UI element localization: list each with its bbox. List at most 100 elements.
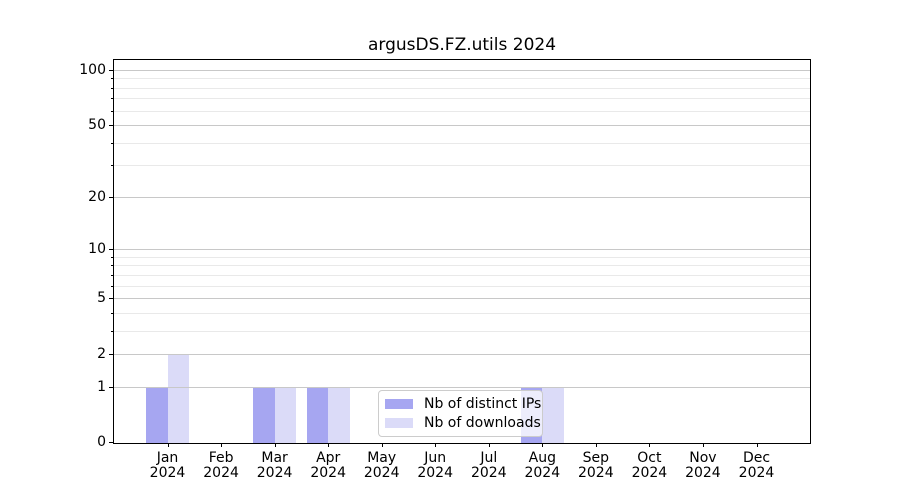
bar-downloads-apr bbox=[328, 386, 350, 443]
x-tick-month: Jul bbox=[480, 450, 498, 466]
x-tick-month: Jan bbox=[156, 450, 179, 466]
x-tick-year: 2024 bbox=[363, 465, 400, 481]
x-tick-nov bbox=[702, 443, 704, 447]
x-tick-mar bbox=[274, 443, 276, 447]
gridline-minor-8 bbox=[114, 265, 810, 267]
bar-distinct-ips-apr bbox=[306, 386, 329, 443]
bar-distinct-ips-jan bbox=[146, 386, 168, 443]
y-minor-tick-4 bbox=[111, 312, 113, 314]
x-tick-oct bbox=[649, 443, 651, 447]
y-tick-label-2: 2 bbox=[97, 346, 106, 363]
plot-area: 0 1 2 5 10 20 50 100 Jan 2024 Feb 2024 Mar 2024 Apr 202… bbox=[79, 59, 811, 481]
gridline-major-10 bbox=[114, 249, 810, 251]
y-tick-label-0: 0 bbox=[97, 434, 106, 450]
gridline-major-20 bbox=[114, 196, 810, 198]
y-minor-tick-8 bbox=[111, 265, 113, 267]
y-minor-tick-30 bbox=[111, 165, 113, 167]
y-minor-tick-9 bbox=[111, 256, 113, 258]
x-tick-jul bbox=[488, 443, 490, 447]
y-minor-tick-40 bbox=[111, 142, 113, 144]
x-tick-year: 2024 bbox=[256, 465, 293, 481]
y-tick-label-5: 5 bbox=[97, 290, 106, 307]
x-tick-label-oct: Oct 2024 bbox=[609, 451, 689, 481]
bar-distinct-ips-mar bbox=[253, 386, 275, 443]
x-tick-label-jun: Jun 2024 bbox=[395, 451, 475, 481]
gridline-minor-6 bbox=[114, 285, 810, 287]
legend-swatch-downloads bbox=[385, 418, 413, 428]
gridline-minor-60 bbox=[114, 110, 810, 112]
x-tick-label-may: May 2024 bbox=[342, 451, 422, 481]
x-tick-year: 2024 bbox=[631, 465, 668, 481]
x-tick-year: 2024 bbox=[685, 465, 721, 481]
x-tick-month: Jun bbox=[424, 450, 447, 466]
chart-title: argusDS.FZ.utils 2024 bbox=[367, 35, 557, 55]
y-tick-label-1: 1 bbox=[97, 378, 106, 395]
y-tick-20 bbox=[109, 196, 113, 198]
gridline-minor-4 bbox=[114, 312, 810, 314]
x-tick-month: Feb bbox=[208, 450, 234, 466]
y-minor-tick-70 bbox=[111, 98, 113, 100]
x-tick-jan bbox=[167, 443, 169, 447]
x-tick-month: May bbox=[367, 450, 397, 466]
x-tick-may bbox=[381, 443, 383, 447]
x-tick-label-jul: Jul 2024 bbox=[449, 451, 529, 481]
y-minor-tick-3 bbox=[111, 330, 113, 332]
y-minor-tick-60 bbox=[111, 110, 113, 112]
x-tick-apr bbox=[328, 443, 330, 447]
axis-layer: 0 1 2 5 10 20 50 100 Jan 2024 Feb 2024 Mar 2024 Apr 202… bbox=[79, 60, 810, 481]
bar-downloads-jan bbox=[167, 354, 190, 443]
x-tick-label-dec: Dec 2024 bbox=[717, 451, 797, 481]
gridline-minor-3 bbox=[114, 330, 810, 332]
x-tick-month: Dec bbox=[742, 450, 771, 466]
y-tick-10 bbox=[109, 249, 113, 251]
x-tick-year: 2024 bbox=[470, 465, 507, 481]
bar-downloads-aug bbox=[542, 386, 564, 443]
y-tick-50 bbox=[109, 125, 113, 126]
y-minor-tick-7 bbox=[111, 274, 113, 276]
gridline-minor-90 bbox=[114, 78, 810, 80]
y-tick-2 bbox=[109, 354, 113, 356]
y-tick-100 bbox=[109, 69, 113, 71]
legend-swatch-distinct-ips bbox=[385, 399, 413, 409]
legend-item-distinct-ips: Nb of distinct IPs bbox=[385, 395, 541, 414]
gridline-minor-70 bbox=[114, 98, 810, 100]
bar-downloads-mar bbox=[274, 386, 297, 443]
x-tick-year: 2024 bbox=[738, 465, 775, 481]
gridline-minor-40 bbox=[114, 142, 810, 144]
gridline-minor-7 bbox=[114, 274, 810, 276]
x-tick-label-feb: Feb 2024 bbox=[181, 451, 261, 481]
x-tick-year: 2024 bbox=[577, 465, 614, 481]
x-tick-year: 2024 bbox=[203, 465, 239, 481]
y-tick-5 bbox=[109, 298, 113, 300]
x-tick-label-mar: Mar 2024 bbox=[235, 451, 315, 481]
y-minor-tick-80 bbox=[111, 87, 113, 89]
x-tick-year: 2024 bbox=[524, 465, 561, 481]
x-tick-feb bbox=[221, 443, 223, 447]
x-tick-month: Aug bbox=[528, 450, 556, 466]
gridline-major-2 bbox=[114, 354, 810, 356]
x-tick-label-jan: Jan 2024 bbox=[128, 451, 208, 481]
x-tick-aug bbox=[542, 443, 544, 447]
x-tick-year: 2024 bbox=[417, 465, 453, 481]
y-tick-label-10: 10 bbox=[88, 241, 106, 258]
y-tick-0 bbox=[109, 442, 113, 443]
x-tick-label-nov: Nov 2024 bbox=[663, 451, 743, 481]
y-tick-label-20: 20 bbox=[88, 188, 106, 205]
gridline-minor-30 bbox=[114, 165, 810, 167]
x-tick-month: Sep bbox=[582, 450, 609, 466]
gridline-major-50 bbox=[114, 125, 810, 126]
legend-item-downloads: Nb of downloads bbox=[385, 414, 541, 433]
legend-label-distinct-ips: Nb of distinct IPs bbox=[424, 396, 542, 412]
x-tick-year: 2024 bbox=[310, 465, 346, 481]
legend: Nb of distinct IPs Nb of downloads bbox=[378, 390, 543, 437]
x-tick-month: Oct bbox=[637, 450, 662, 466]
x-tick-month: Nov bbox=[689, 450, 717, 466]
grid-layer bbox=[114, 60, 810, 443]
gridline-major-100 bbox=[114, 69, 810, 71]
x-tick-month: Apr bbox=[316, 450, 341, 466]
x-tick-jun bbox=[435, 443, 437, 447]
x-tick-month: Mar bbox=[261, 450, 288, 466]
gridline-major-1 bbox=[114, 386, 810, 388]
x-tick-sep bbox=[595, 443, 597, 447]
